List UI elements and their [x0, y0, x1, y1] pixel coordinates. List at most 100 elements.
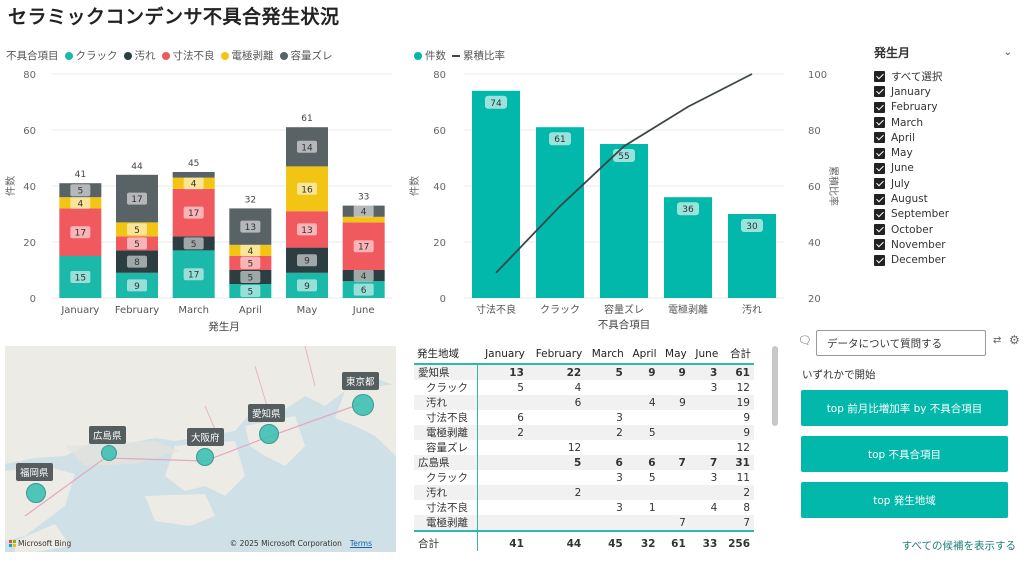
- legend-item[interactable]: クラック: [64, 48, 118, 63]
- column-header[interactable]: February: [527, 344, 586, 365]
- chevron-down-icon[interactable]: ⌄: [1003, 47, 1012, 58]
- share-icon[interactable]: ⇄: [993, 335, 1002, 346]
- bar[interactable]: [600, 144, 648, 298]
- slicer-item[interactable]: April: [874, 130, 1018, 145]
- bing-logo-text: Microsoft Bing: [18, 539, 72, 548]
- table-row[interactable]: 愛知県 13 22 5 9 9 3 61: [414, 364, 754, 380]
- slicer-item-label: December: [891, 254, 946, 267]
- legend-item[interactable]: 汚れ: [123, 48, 156, 63]
- column-header[interactable]: May: [659, 344, 690, 365]
- map-pin-tokyo[interactable]: [352, 394, 374, 416]
- checkbox-checked-icon[interactable]: [874, 224, 885, 236]
- map-terms-link[interactable]: Terms: [349, 539, 372, 548]
- table-row[interactable]: 電極剥離 7 7: [414, 515, 754, 531]
- slicer-item[interactable]: December: [874, 253, 1018, 268]
- bar[interactable]: [536, 127, 584, 298]
- table-cell: 3: [689, 364, 722, 380]
- legend-item[interactable]: 寸法不良: [161, 48, 215, 63]
- bar-segment[interactable]: [342, 216, 385, 223]
- checkbox-checked-icon[interactable]: [874, 132, 885, 144]
- checkbox-checked-icon[interactable]: [874, 254, 885, 266]
- column-header[interactable]: March: [585, 344, 627, 365]
- cumulative-line[interactable]: [495, 73, 753, 274]
- table-row[interactable]: 寸法不良 3 1 4 8: [414, 500, 754, 515]
- qa-suggestion-button[interactable]: top 前月比増加率 by 不具合項目: [801, 390, 1008, 426]
- data-label-bg: [297, 254, 317, 267]
- bar[interactable]: [472, 90, 520, 298]
- checkbox-checked-icon[interactable]: [874, 71, 885, 83]
- slicer-item[interactable]: January: [874, 84, 1018, 99]
- comment-icon[interactable]: 🗨: [798, 334, 812, 347]
- data-label: 5: [247, 274, 253, 284]
- checkbox-checked-icon[interactable]: [874, 101, 885, 113]
- table-row[interactable]: クラック 5 4 3 12: [414, 380, 754, 395]
- table-row[interactable]: 汚れ 2 2: [414, 485, 754, 500]
- matrix-scrollbar[interactable]: [772, 346, 778, 426]
- table-cell: [660, 470, 690, 485]
- data-label-bg: [677, 202, 699, 216]
- legend-item[interactable]: 電極剥離: [220, 48, 274, 63]
- x-tick-label: 電極剥離: [668, 303, 708, 316]
- data-label-bg: [127, 223, 147, 236]
- table-row[interactable]: 広島県 5 6 6 7 7 31: [414, 455, 754, 470]
- slicer-item[interactable]: October: [874, 222, 1018, 237]
- map-pin-osaka[interactable]: [196, 448, 214, 466]
- table-row[interactable]: 電極剥離 2 2 5 9: [414, 425, 754, 440]
- table-row[interactable]: 寸法不良 6 3 9: [414, 410, 754, 425]
- legend-item[interactable]: 件数: [414, 48, 446, 63]
- checkbox-checked-icon[interactable]: [874, 117, 885, 129]
- show-all-suggestions-link[interactable]: すべての候補を表示する: [901, 540, 1016, 552]
- slicer-item[interactable]: すべて選択: [874, 69, 1018, 84]
- column-header[interactable]: January: [477, 344, 528, 365]
- data-label-bg: [70, 226, 91, 239]
- gear-icon[interactable]: ⚙: [1009, 333, 1020, 347]
- column-header[interactable]: 合計: [721, 344, 754, 365]
- checkbox-checked-icon[interactable]: [874, 178, 885, 190]
- checkbox-checked-icon[interactable]: [874, 86, 885, 98]
- qa-input[interactable]: データについて質問する: [816, 330, 986, 356]
- table-row[interactable]: クラック 3 5 3 11: [414, 470, 754, 485]
- table-row[interactable]: 容量ズレ 12 12: [414, 440, 754, 455]
- x-tick-label: March: [178, 305, 208, 316]
- data-label: 6: [361, 286, 367, 296]
- bar-segment[interactable]: [172, 172, 215, 178]
- slicer-item[interactable]: March: [874, 115, 1018, 130]
- table-cell: 61: [659, 530, 690, 551]
- legend-item[interactable]: 累積比率: [452, 48, 505, 63]
- table-cell: [528, 410, 585, 425]
- slicer-item[interactable]: August: [874, 191, 1018, 206]
- slicer-item[interactable]: February: [874, 100, 1018, 115]
- table-cell: 2: [721, 485, 754, 500]
- column-header[interactable]: June: [689, 344, 722, 365]
- table-row[interactable]: 汚れ 6 4 9 19: [414, 395, 754, 410]
- map-pin-fukuoka[interactable]: [26, 483, 46, 503]
- data-label-bg: [183, 268, 204, 281]
- checkbox-checked-icon[interactable]: [874, 162, 885, 174]
- map-pin-hiroshima[interactable]: [101, 445, 117, 461]
- checkbox-checked-icon[interactable]: [874, 208, 885, 220]
- slicer-item[interactable]: September: [874, 207, 1018, 222]
- legend-label: クラック: [75, 50, 118, 62]
- y-axis-title: 件数: [4, 176, 17, 196]
- pareto-chart-legend: 件数 累積比率: [414, 48, 505, 63]
- region-map[interactable]: 東京都 愛知県 大阪府 広島県 福岡県 Microsoft Bing © 202…: [5, 346, 396, 552]
- column-header[interactable]: April: [626, 344, 660, 365]
- y-axis-title: 件数: [408, 176, 421, 196]
- legend-item[interactable]: 容量ズレ: [279, 48, 333, 63]
- column-header[interactable]: 発生地域: [414, 344, 478, 365]
- slicer-item[interactable]: November: [874, 237, 1018, 252]
- slicer-item[interactable]: May: [874, 145, 1018, 160]
- table-cell: 44: [527, 530, 586, 551]
- month-slicer: 発生月 ⌄ すべて選択 January February March April May J…: [868, 40, 1018, 268]
- total-row[interactable]: 合計 41 44 45 32 61 33 256: [414, 530, 754, 551]
- qa-suggestion-button[interactable]: top 不具合項目: [801, 436, 1008, 472]
- y-tick-label: 0: [440, 294, 446, 305]
- total-label: 41: [75, 170, 86, 180]
- checkbox-checked-icon[interactable]: [874, 239, 885, 251]
- slicer-item[interactable]: July: [874, 176, 1018, 191]
- checkbox-checked-icon[interactable]: [874, 193, 885, 205]
- map-pin-aichi[interactable]: [259, 424, 279, 444]
- qa-suggestion-button[interactable]: top 発生地域: [801, 482, 1008, 518]
- checkbox-checked-icon[interactable]: [874, 147, 885, 159]
- slicer-item[interactable]: June: [874, 161, 1018, 176]
